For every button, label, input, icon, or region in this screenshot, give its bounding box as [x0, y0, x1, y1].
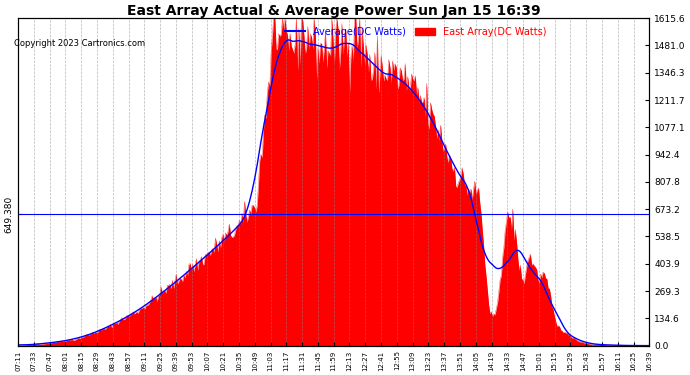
Text: Copyright 2023 Cartronics.com: Copyright 2023 Cartronics.com	[14, 39, 145, 48]
Title: East Array Actual & Average Power Sun Jan 15 16:39: East Array Actual & Average Power Sun Ja…	[127, 4, 540, 18]
Legend: Average(DC Watts), East Array(DC Watts): Average(DC Watts), East Array(DC Watts)	[282, 23, 550, 41]
